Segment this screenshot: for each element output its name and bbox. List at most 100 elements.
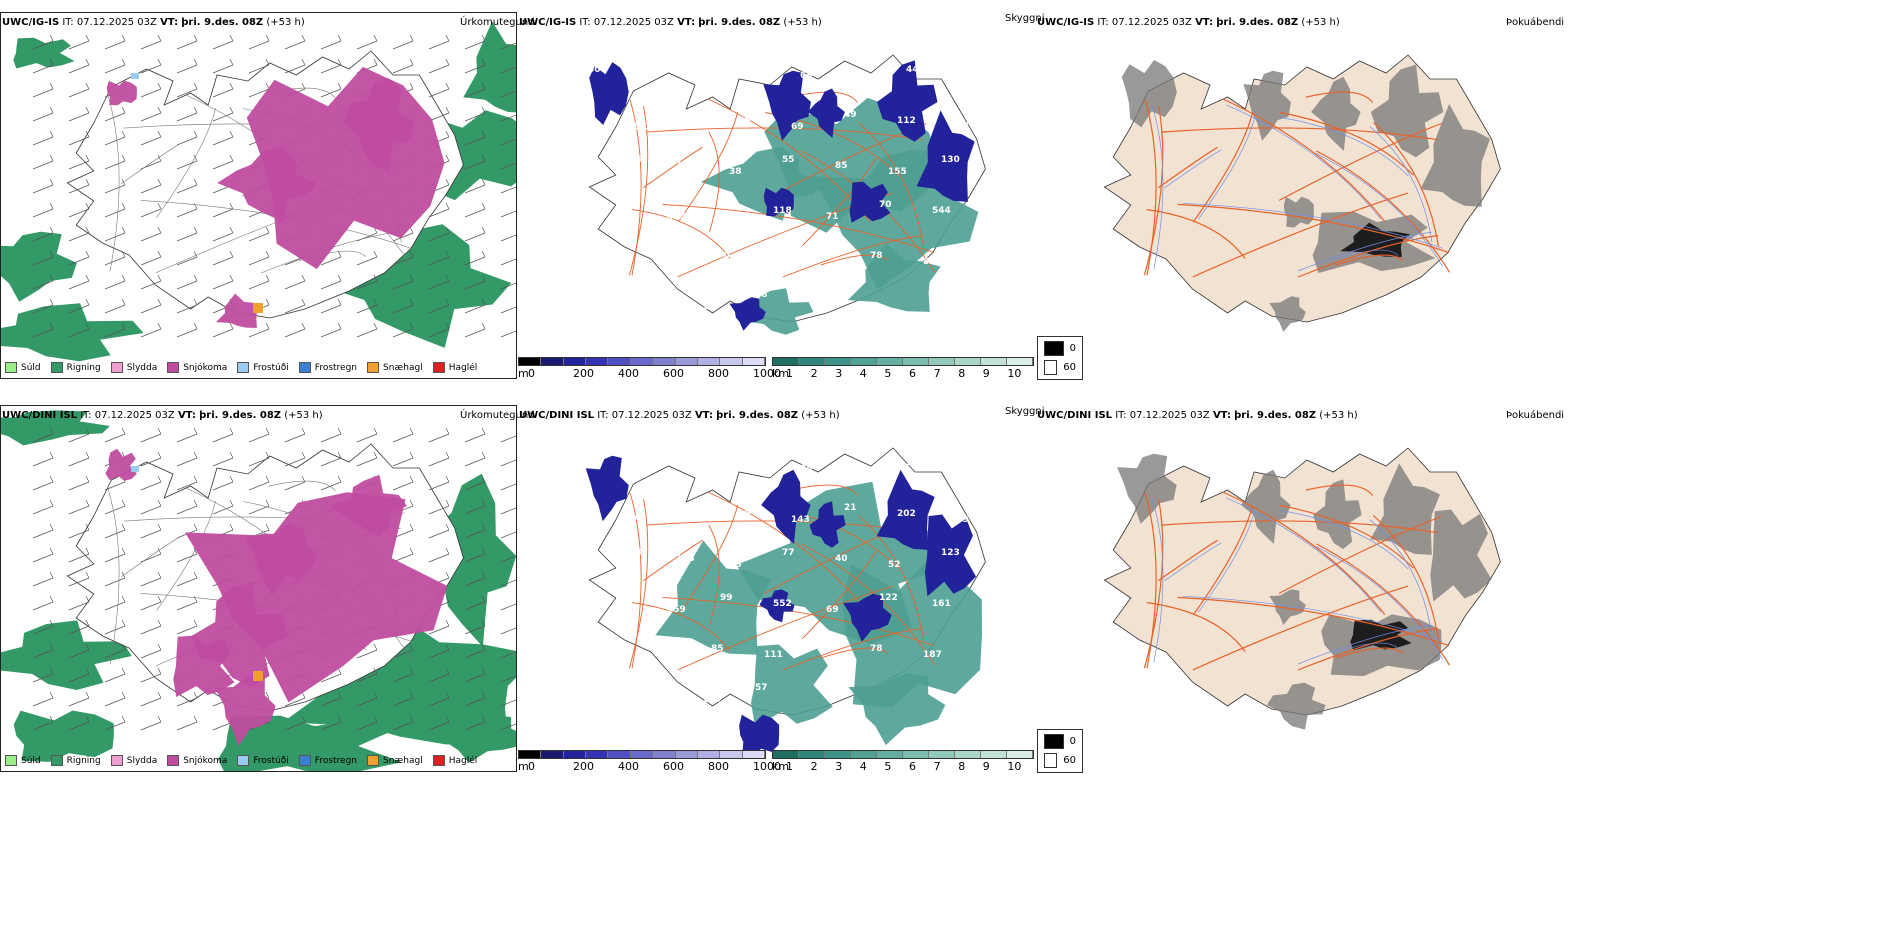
wind-barb-flag: [481, 58, 486, 66]
colorbar-tick-label: 400: [618, 760, 639, 773]
colorbar-unit: m: [518, 367, 529, 380]
wind-barb-flag: [85, 571, 90, 579]
wind-barb-flag: [49, 58, 54, 66]
wind-barb-flag: [121, 547, 126, 555]
wind-barb: [284, 40, 306, 50]
km-colorbar-bottom: km 1 2 3 4 5 6 7 8 9 10: [772, 750, 1034, 773]
colorbar-segment: [799, 358, 825, 365]
wind-barb: [464, 304, 486, 314]
wind-barb-flag: [229, 226, 234, 234]
wind-barb: [464, 40, 486, 50]
wind-barb-flag: [409, 34, 414, 42]
wind-barb-flag: [193, 82, 198, 90]
snow-area: [215, 674, 276, 747]
wind-barb-flag: [445, 82, 450, 90]
wind-barb-flag: [157, 691, 162, 699]
wind-barb-flag: [193, 451, 198, 459]
wind-barb: [212, 64, 234, 74]
legend-swatch: [5, 755, 17, 766]
wind-barb-flag: [337, 451, 342, 459]
fog-legend-bottom: 0 60: [1037, 729, 1083, 773]
legend-swatch: [50, 362, 63, 373]
wind-barb: [32, 721, 54, 731]
wind-barb: [68, 577, 90, 587]
wind-barb: [320, 256, 342, 266]
wind-barb-flag: [121, 619, 126, 627]
wind-barb-flag: [481, 154, 486, 162]
colorbar-tick-label: 9: [982, 367, 990, 380]
wind-barb-flag: [85, 250, 90, 258]
wind-barb-flag: [85, 523, 90, 531]
wind-barb: [464, 88, 486, 98]
wind-barb-flag: [157, 298, 162, 306]
wind-barb-flag: [193, 619, 198, 627]
wind-barb-flag: [121, 202, 126, 210]
colorbar-tick-label: 5: [884, 760, 892, 773]
vt-time: þri. 9.des. 08Z: [1216, 17, 1299, 28]
road: [1315, 152, 1444, 267]
wind-barb-flag: [409, 226, 414, 234]
colorbar-tick-label: 600: [663, 367, 684, 380]
road: [629, 492, 642, 669]
wind-barb: [32, 601, 54, 611]
visibility-value-label: 123: [649, 296, 668, 306]
legend-label: Snæhagl: [383, 755, 423, 766]
road: [1222, 98, 1386, 222]
visibility-value-label: 21: [844, 503, 857, 513]
fog-legend-label: 0: [1069, 736, 1076, 747]
wind-barb-flag: [157, 106, 162, 114]
wind-barb-flag: [373, 250, 378, 258]
wind-barb-flag: [265, 58, 270, 66]
road: [628, 499, 649, 669]
colorbar-tick-label: 10: [1007, 760, 1022, 773]
wind-barb: [284, 697, 306, 707]
wind-barb: [176, 304, 198, 314]
wind-barb-flag: [409, 58, 414, 66]
road: [1369, 126, 1433, 243]
road: [820, 647, 889, 659]
precip-legend: Súld Rigning Slydda Snjókoma Frostúði Frostre…: [5, 755, 477, 766]
colorbar-segment: [675, 358, 698, 365]
wind-barb-flag: [121, 523, 126, 531]
lead-time: (+53 h): [1301, 17, 1340, 28]
wind-barb: [464, 553, 486, 563]
colorbar-tick-label: 6: [909, 760, 916, 773]
wind-barb-flag: [337, 82, 342, 90]
wind-barb: [356, 457, 378, 467]
wind-barb-flag: [373, 643, 378, 651]
snow-area: [217, 147, 317, 222]
wind-barb: [284, 433, 306, 443]
legend-label: Snjókoma: [183, 362, 228, 373]
wind-barb: [248, 433, 270, 443]
visibility-value-label: 64: [747, 458, 760, 468]
colorbar-tick-label: 5: [884, 367, 892, 380]
wind-barb-flag: [49, 178, 54, 186]
wind-barb-flag: [157, 274, 162, 282]
wind-barb: [68, 136, 90, 146]
low-visibility-area: [739, 714, 780, 753]
wind-barb-flag: [49, 82, 54, 90]
lead-time: (+53 h): [266, 17, 305, 28]
wind-barb: [32, 553, 54, 563]
road: [1334, 249, 1399, 261]
wind-barb: [464, 160, 486, 170]
wind-barb: [500, 675, 516, 683]
precip-legend-item: Frostregn: [298, 362, 357, 373]
wind-barb: [248, 505, 270, 515]
wind-barb: [32, 160, 54, 170]
wind-barb-flag: [265, 475, 270, 483]
wind-barb: [500, 42, 516, 50]
legend-label: Snjókoma: [183, 755, 228, 766]
rain-area: [13, 37, 75, 69]
it-time: 07.12.2025 03Z: [1111, 17, 1192, 28]
colorbar-unit: km: [772, 367, 790, 380]
wind-barb: [212, 481, 234, 491]
wind-barb: [248, 481, 270, 491]
wind-barb: [464, 601, 486, 611]
height-colorbar-bottom: m 0 200 400 600 800 1000: [518, 750, 781, 773]
fog-panel-top: [1038, 12, 1555, 360]
wind-barb: [212, 136, 234, 146]
visibility-value-label: 77: [782, 548, 795, 558]
wind-barb: [104, 481, 126, 491]
wind-barb-flag: [193, 571, 198, 579]
